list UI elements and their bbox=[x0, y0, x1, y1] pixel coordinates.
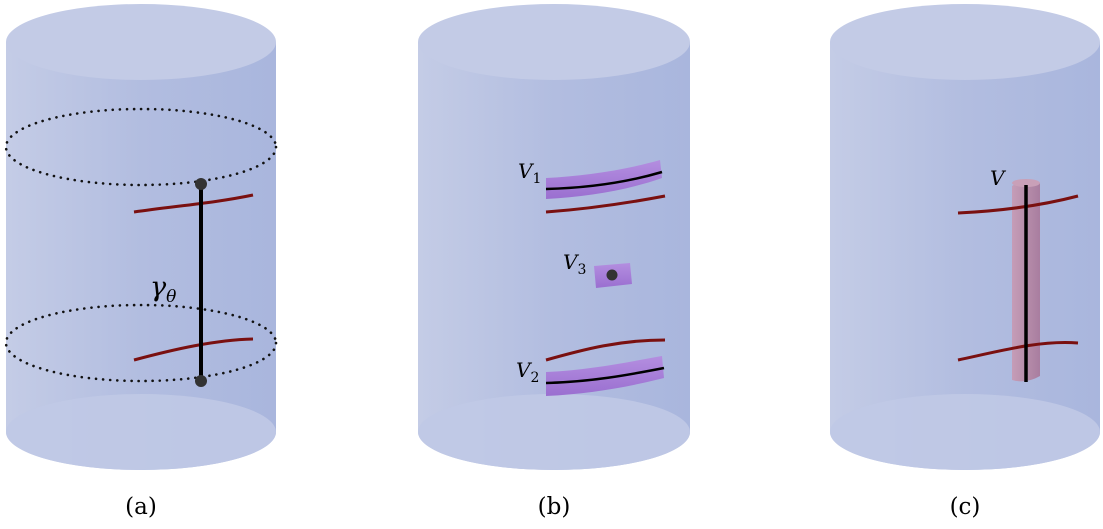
cylinder-bottom-cap bbox=[6, 394, 276, 470]
label-v: V bbox=[990, 166, 1007, 190]
geodesic-label: γθ bbox=[150, 272, 176, 307]
red-curve-upper bbox=[545, 194, 666, 214]
cylinder-c bbox=[830, 4, 1100, 470]
geodesic-v1 bbox=[545, 170, 663, 191]
cylinder-bottom-cap bbox=[418, 394, 690, 470]
cylinder-bottom-cap bbox=[830, 394, 1100, 470]
endpoint-top bbox=[195, 178, 207, 190]
panel-c: V (c) bbox=[830, 4, 1100, 520]
caption-c: (c) bbox=[950, 494, 981, 520]
caption-a: (a) bbox=[125, 494, 157, 520]
red-curve-lower bbox=[545, 338, 666, 362]
region-v2 bbox=[546, 356, 664, 396]
cylinder-top-cap bbox=[830, 4, 1100, 80]
label-v2: V2 bbox=[516, 358, 539, 386]
panel-b: V1 V3 V2 (b) bbox=[418, 4, 690, 520]
region-v1 bbox=[546, 160, 662, 199]
red-curve-upper bbox=[957, 194, 1079, 215]
cylinder-top-cap bbox=[418, 4, 690, 80]
red-curve-lower bbox=[957, 341, 1079, 362]
geodesic-v2 bbox=[545, 366, 665, 385]
cylinder-body bbox=[418, 42, 690, 470]
cylinder-body bbox=[6, 42, 276, 470]
cylinder-b bbox=[418, 4, 690, 470]
endpoint-bottom bbox=[195, 375, 207, 387]
tube-top bbox=[1012, 179, 1040, 187]
cylinder-top-cap bbox=[6, 4, 276, 80]
red-curve-lower bbox=[133, 337, 254, 362]
caption-b: (b) bbox=[538, 494, 571, 520]
dotted-circle-upper bbox=[4, 107, 278, 187]
label-v3: V3 bbox=[563, 250, 586, 278]
dotted-circle-lower bbox=[4, 303, 278, 383]
cylinder-a bbox=[6, 4, 276, 470]
point-v3 bbox=[606, 269, 618, 281]
red-curve-upper bbox=[133, 193, 254, 214]
label-v1: V1 bbox=[518, 159, 541, 187]
panel-a: γθ (a) bbox=[4, 4, 278, 520]
